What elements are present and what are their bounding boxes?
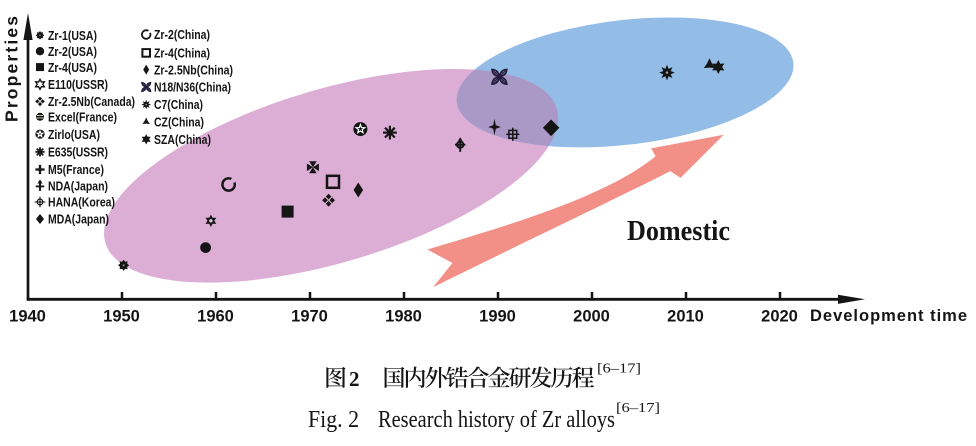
svg-text:Zr-2.5Nb(Canada): Zr-2.5Nb(Canada) [48, 94, 135, 109]
svg-text:N18/N36(China): N18/N36(China) [154, 80, 231, 95]
svg-text:Zr-4(China): Zr-4(China) [154, 46, 210, 61]
svg-text:2020: 2020 [761, 307, 798, 325]
svg-text:Zirlo(USA): Zirlo(USA) [48, 127, 100, 142]
svg-text:Zr-2.5Nb(China): Zr-2.5Nb(China) [154, 62, 233, 77]
svg-text:1960: 1960 [197, 307, 234, 325]
svg-text:Zr-2(China): Zr-2(China) [154, 27, 210, 42]
svg-text:Domestic: Domestic [627, 215, 730, 247]
svg-text:Zr-2(USA): Zr-2(USA) [48, 44, 97, 59]
svg-text:C7(China): C7(China) [154, 97, 203, 112]
svg-text:[6–17]: [6–17] [597, 361, 641, 376]
svg-text:1990: 1990 [479, 307, 516, 325]
svg-text:2000: 2000 [573, 307, 610, 325]
svg-text:SZA(China): SZA(China) [154, 132, 211, 147]
svg-text:2: 2 [349, 367, 360, 391]
svg-text:Zr-4(USA): Zr-4(USA) [48, 60, 97, 75]
svg-text:Fig. 2: Fig. 2 [308, 407, 359, 433]
svg-text:E635(USSR): E635(USSR) [48, 145, 108, 160]
svg-text:1970: 1970 [291, 307, 328, 325]
svg-text:E110(USSR): E110(USSR) [48, 77, 108, 92]
svg-text:M5(France): M5(France) [48, 162, 104, 177]
svg-text:NDA(Japan): NDA(Japan) [48, 179, 108, 194]
svg-text:[6–17]: [6–17] [616, 401, 660, 416]
svg-text:1940: 1940 [9, 307, 46, 325]
svg-text:Excel(France): Excel(France) [48, 110, 117, 125]
svg-text:2010: 2010 [667, 307, 704, 325]
svg-text:Zr-1(USA): Zr-1(USA) [48, 28, 97, 43]
svg-text:MDA(Japan): MDA(Japan) [48, 212, 109, 227]
svg-text:1980: 1980 [385, 307, 422, 325]
svg-text:HANA(Korea): HANA(Korea) [48, 195, 115, 210]
svg-text:Properties: Properties [2, 16, 22, 122]
svg-text:Development time: Development time [810, 307, 967, 325]
svg-text:1950: 1950 [103, 307, 140, 325]
svg-text:CZ(China): CZ(China) [154, 115, 204, 130]
svg-text:Research history of Zr alloys: Research history of Zr alloys [378, 407, 615, 433]
